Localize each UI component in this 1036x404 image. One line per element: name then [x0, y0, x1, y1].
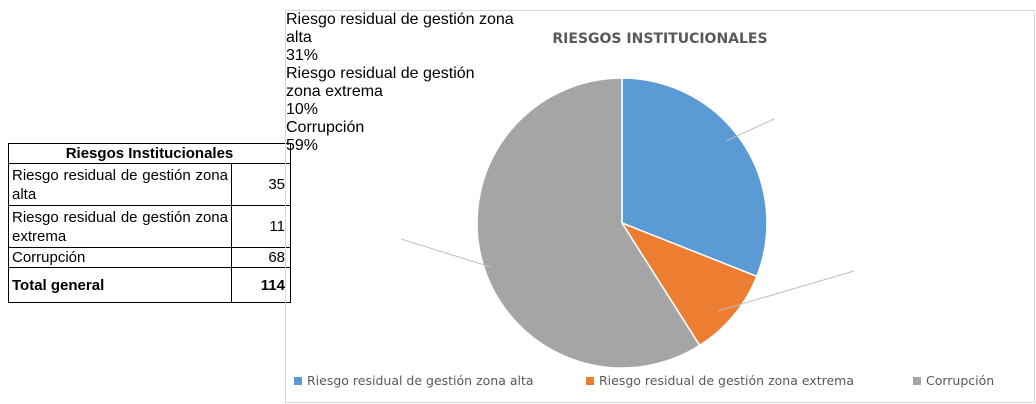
- row-label: Riesgo residual de gestión zona extrema: [8, 205, 232, 248]
- table-title: Riesgos Institucionales: [8, 143, 291, 164]
- data-label: Riesgo residual de gestión zona extrema 1…: [286, 65, 486, 119]
- data-label-name: Corrupción: [286, 119, 365, 136]
- legend-entry: Corrupción: [913, 373, 994, 388]
- legend-swatch: [913, 377, 921, 385]
- row-label: Riesgo residual de gestión zona alta: [8, 163, 232, 206]
- chart-title: RIESGOS INSTITUCIONALES: [552, 31, 768, 47]
- risk-table: Riesgos Institucionales Riesgo residual …: [8, 143, 291, 303]
- pie-canvas: [400, 77, 855, 369]
- legend-swatch: [294, 377, 302, 385]
- table-row: Corrupción 68: [8, 247, 291, 268]
- legend-label: Riesgo residual de gestión zona alta: [307, 373, 534, 388]
- data-label-name: Riesgo residual de gestión zona extrema: [286, 65, 475, 100]
- table-row: Riesgo residual de gestión zona alta 35: [8, 163, 291, 206]
- row-value: 35: [231, 163, 291, 206]
- legend-label: Riesgo residual de gestión zona extrema: [599, 373, 854, 388]
- leader-line: [400, 238, 492, 268]
- row-value: 68: [231, 247, 291, 268]
- data-label-value: 59%: [286, 137, 319, 154]
- data-label-name: Riesgo residual de gestión zona alta: [286, 11, 514, 46]
- legend-entry: Riesgo residual de gestión zona alta: [294, 373, 534, 388]
- row-value: 11: [231, 205, 291, 248]
- data-label: Riesgo residual de gestión zona alta 31%: [286, 11, 516, 65]
- chart: RIESGOS INSTITUCIONALES Riesgo residual …: [285, 10, 1035, 403]
- total-value: 114: [231, 267, 291, 303]
- leader-line: [717, 270, 855, 312]
- pie-slice: [476, 77, 701, 369]
- total-label: Total general: [8, 267, 232, 303]
- table-row: Riesgo residual de gestión zona extrema 1…: [8, 205, 291, 248]
- table-total-row: Total general 114: [8, 267, 291, 303]
- legend-label: Corrupción: [926, 373, 995, 388]
- data-label-value: 31%: [286, 47, 319, 64]
- table-title-row: Riesgos Institucionales: [8, 143, 291, 164]
- data-label: Corrupción 59%: [286, 119, 386, 155]
- pie-slice: [621, 77, 768, 278]
- data-label-value: 10%: [286, 101, 319, 118]
- pie-slice: [620, 221, 758, 347]
- row-label: Corrupción: [8, 247, 232, 268]
- leader-line: [725, 118, 775, 142]
- legend-entry: Riesgo residual de gestión zona extrema: [586, 373, 854, 388]
- legend-swatch: [586, 377, 594, 385]
